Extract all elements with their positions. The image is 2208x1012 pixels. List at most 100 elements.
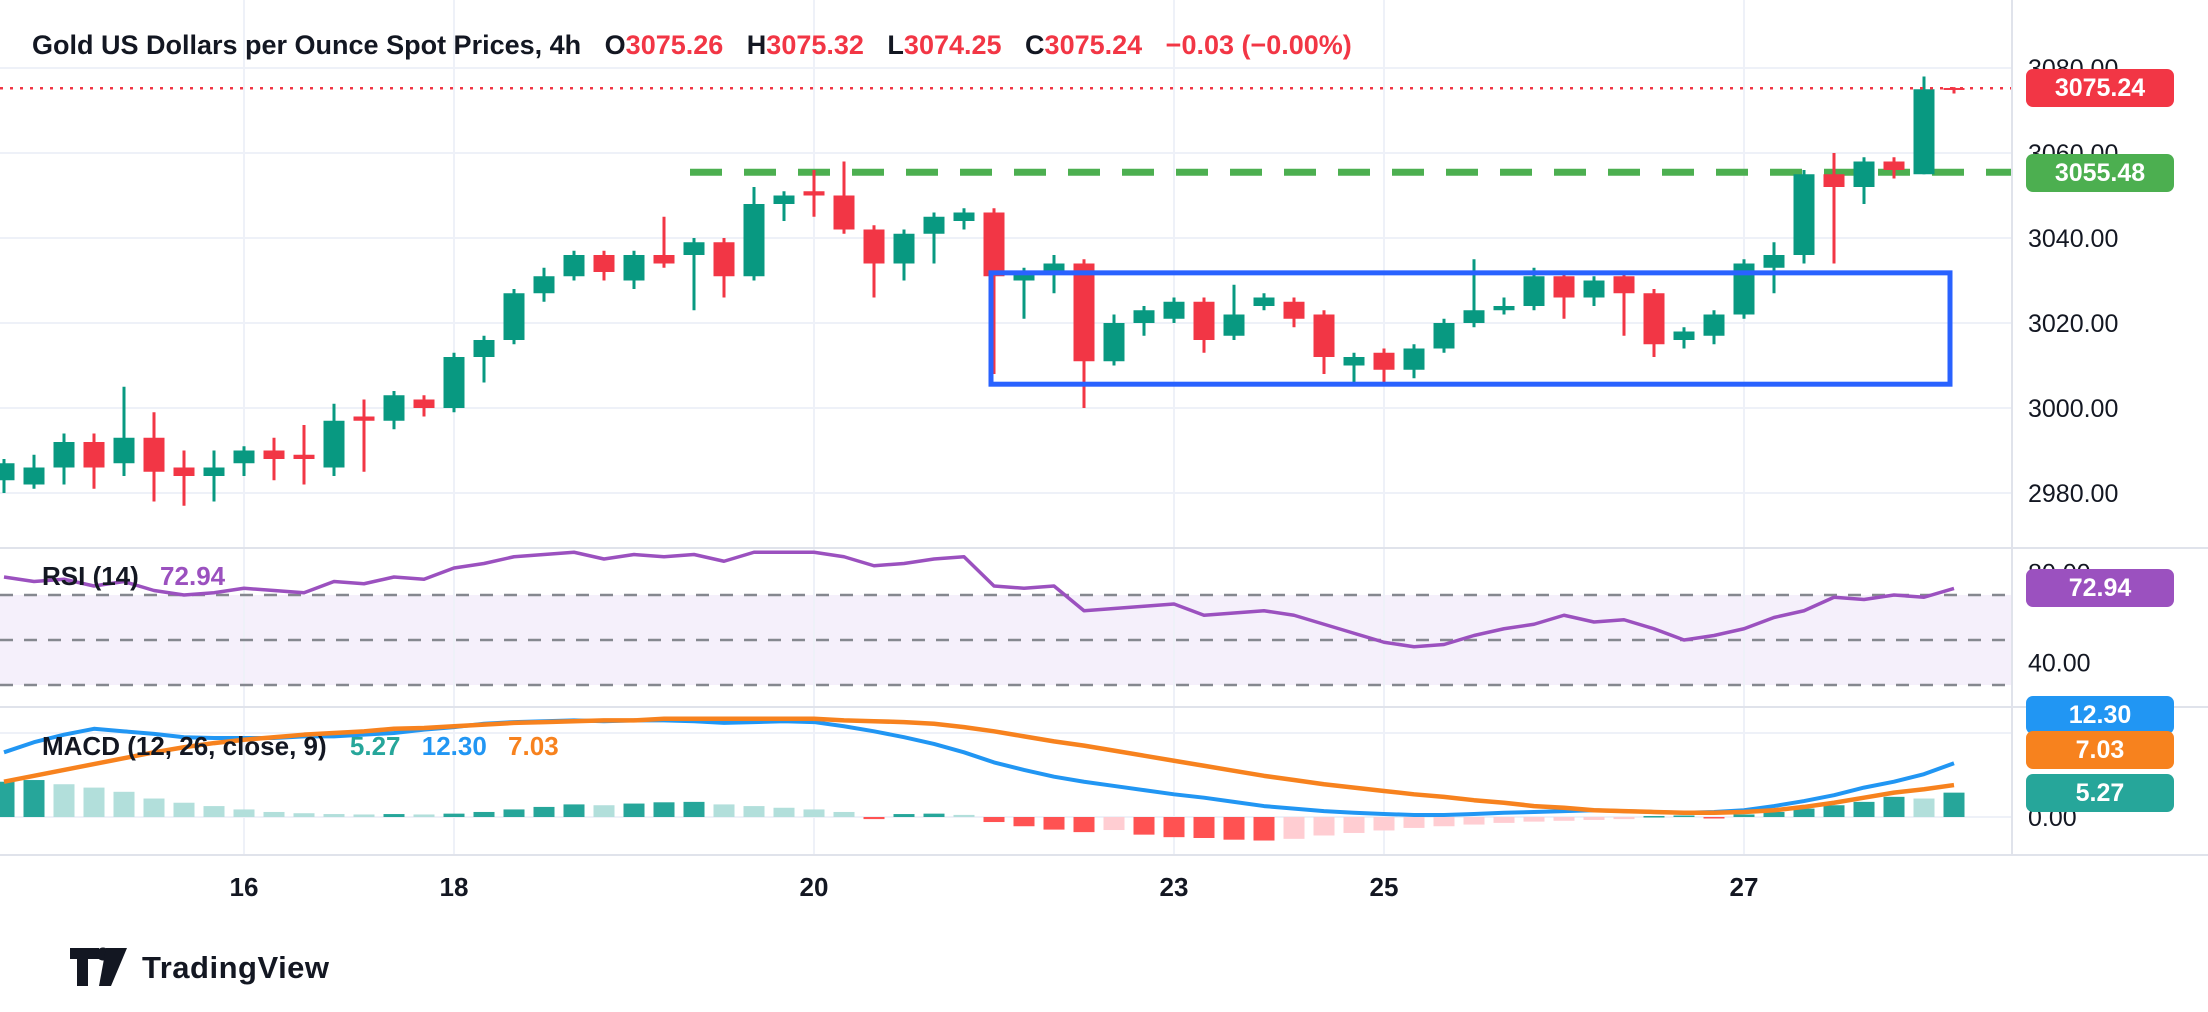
macd-histogram-bar [1703, 817, 1725, 819]
candle-body [863, 229, 885, 264]
macd-histogram-bar [1553, 817, 1575, 821]
macd-histogram-bar [1433, 817, 1455, 827]
candle-body [683, 242, 705, 255]
macd-histogram-bar [983, 817, 1005, 823]
candle-body [1103, 323, 1125, 362]
macd-histogram-bar [413, 814, 435, 817]
macd-histogram-bar [1853, 801, 1875, 817]
candle-body [1763, 255, 1785, 268]
rsi-value: 72.94 [160, 561, 226, 591]
candle-body [1703, 314, 1725, 336]
chart-legend[interactable]: Gold US Dollars per Ounce Spot Prices, 4… [32, 30, 1352, 61]
consolidation-box[interactable] [988, 270, 1953, 387]
macd-histogram-bar [863, 817, 885, 820]
candle-body [1433, 323, 1455, 349]
macd-histogram-bar [53, 784, 75, 817]
macd-line-axis-label: 12.30 [2026, 696, 2174, 734]
candle-body [833, 195, 855, 230]
time-axis-label: 25 [1370, 872, 1399, 902]
candle-body [1193, 301, 1215, 340]
candle-body [1583, 280, 1605, 298]
macd-histogram-bar [533, 806, 555, 817]
candle-body [803, 191, 825, 196]
close-label: C [1025, 30, 1045, 60]
high-label: H [746, 30, 767, 60]
candle-body [203, 467, 225, 476]
macd-histogram-bar [113, 791, 135, 817]
rsi-axis-label: 72.94 [2026, 569, 2174, 607]
candle-body [563, 255, 585, 277]
time-axis-label: 27 [1730, 872, 1759, 902]
macd-legend[interactable]: MACD (12, 26, close, 9) 5.27 12.30 7.03 [42, 731, 559, 762]
candle-body [1373, 352, 1395, 370]
candle-body [503, 293, 525, 340]
macd-histogram-bar [1943, 792, 1965, 817]
macd-histogram-bar [143, 798, 165, 817]
candle-body [23, 467, 45, 485]
macd-histogram-bar [1763, 811, 1785, 817]
candle-body [1043, 263, 1065, 272]
candle-body [413, 399, 435, 408]
macd-hist-axis-label: 5.27 [2026, 774, 2174, 812]
candle-body [1013, 272, 1035, 281]
macd-histogram-bar [233, 809, 255, 817]
macd-histogram-bar [293, 813, 315, 817]
time-axis-label: 20 [800, 872, 829, 902]
candle-body [1823, 174, 1845, 187]
candle-body [1253, 297, 1275, 306]
candle-body [323, 420, 345, 468]
tradingview-logo[interactable]: TradingView [70, 946, 330, 990]
macd-histogram-bar [653, 802, 675, 817]
candle-body [473, 340, 495, 357]
macd-histogram-bar [1643, 815, 1665, 818]
time-axis-label: 18 [440, 872, 469, 902]
low-value: 3074.25 [903, 30, 1002, 60]
candle-body [293, 454, 315, 459]
candle-body [743, 204, 765, 277]
macd-hist-value: 5.27 [349, 731, 401, 761]
rsi-label: RSI (14) [42, 561, 139, 591]
candle-body [1883, 161, 1905, 170]
macd-histogram-bar [1343, 817, 1365, 833]
rsi-legend[interactable]: RSI (14) 72.94 [42, 561, 225, 592]
macd-histogram-bar [1463, 817, 1485, 825]
candle-body [1223, 314, 1245, 336]
last-price-axis-label: 3075.24 [2026, 69, 2174, 107]
price-tick-label: 2980.00 [2028, 480, 2118, 508]
price-tick-label: 3020.00 [2028, 310, 2118, 338]
macd-histogram-bar [713, 804, 735, 817]
macd-histogram-bar [83, 787, 105, 817]
macd-histogram-bar [1193, 817, 1215, 838]
macd-histogram-bar [1043, 817, 1065, 830]
macd-histogram-bar [1883, 796, 1905, 817]
candle-body [893, 233, 915, 264]
candle-body [353, 416, 375, 421]
macd-histogram-bar [1673, 815, 1695, 817]
candle-body [1283, 301, 1305, 319]
macd-histogram-bar [563, 804, 585, 817]
resistance-level-axis-label: 3055.48 [2026, 154, 2174, 192]
candle-body [383, 395, 405, 421]
macd-histogram-bar [1583, 817, 1605, 820]
macd-histogram-bar [1793, 808, 1815, 817]
candle-body [113, 437, 135, 464]
macd-histogram-bar [1223, 817, 1245, 840]
candle-body [773, 195, 795, 204]
macd-histogram-bar [683, 801, 705, 817]
macd-histogram-bar [1163, 817, 1185, 838]
chart-canvas[interactable]: 3080.003060.003040.003020.003000.002980.… [0, 0, 2208, 920]
macd-histogram-bar [623, 803, 645, 817]
candle-body [623, 255, 645, 281]
price-tick-label: 3000.00 [2028, 395, 2118, 423]
tradingview-logo-icon [70, 947, 127, 986]
macd-histogram-bar [743, 806, 765, 817]
price-tick-label: 3040.00 [2028, 225, 2118, 253]
low-label: L [887, 30, 904, 60]
macd-signal-axis-label: 7.03 [2026, 731, 2174, 769]
time-axis-label: 16 [230, 872, 259, 902]
macd-histogram-bar [1403, 817, 1425, 828]
macd-histogram-bar [1373, 817, 1395, 831]
candle-body [1733, 263, 1755, 315]
candle-body [1613, 276, 1635, 294]
